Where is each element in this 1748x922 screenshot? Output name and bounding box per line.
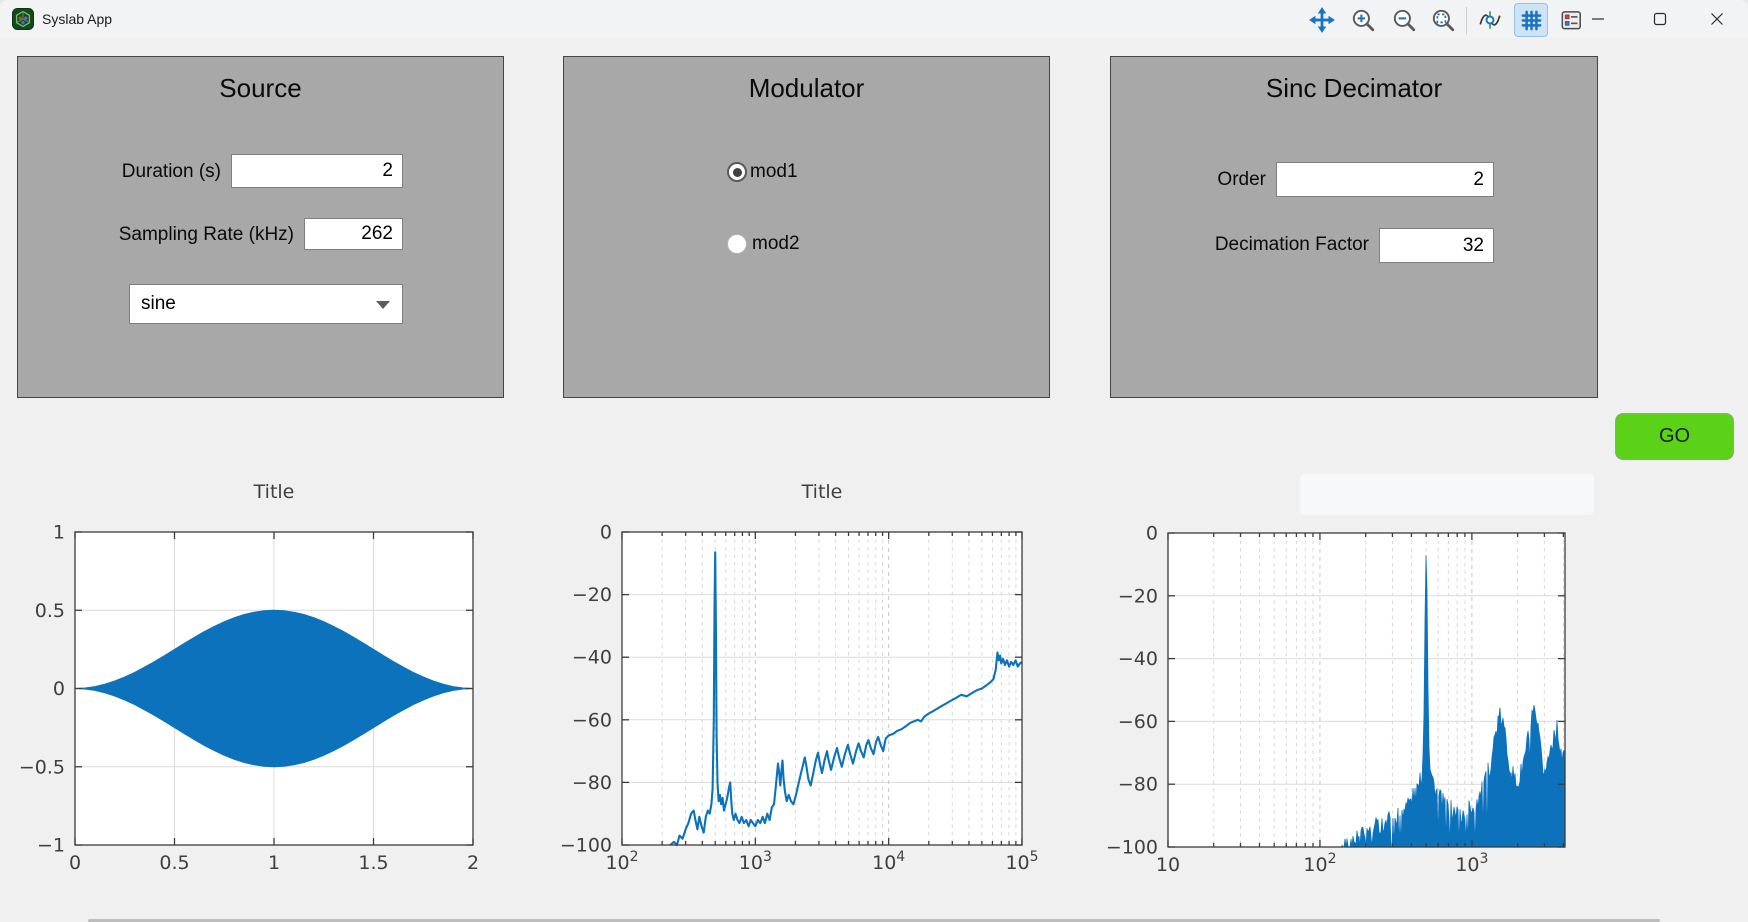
x-tick-label: 105 xyxy=(1005,849,1038,874)
modulator-panel: Modulator mod1 mod2 xyxy=(563,56,1050,398)
axis-labels: 0 0.5 1 1.5 2 −1 −0.5 0 0.5 1 xyxy=(19,522,479,875)
y-tick-label: −20 xyxy=(1118,585,1158,607)
minimize-icon xyxy=(1592,18,1604,20)
title-bar: Syslab App xyxy=(0,0,1748,38)
y-tick-label: −40 xyxy=(572,647,612,669)
grid-icon xyxy=(1521,10,1542,31)
x-tick-label: 1.5 xyxy=(358,852,388,874)
zoom-out-icon xyxy=(1393,9,1416,32)
y-tick-label: 0 xyxy=(53,678,65,700)
source-panel: Source Duration (s) Sampling Rate (kHz) … xyxy=(17,56,504,398)
close-button[interactable] xyxy=(1690,0,1744,38)
x-tick-label: 103 xyxy=(739,849,772,874)
y-tick-label: −60 xyxy=(1118,711,1158,733)
y-tick-label: −1 xyxy=(37,835,65,857)
spectrum-line xyxy=(669,551,1023,847)
decimation-factor-label: Decimation Factor xyxy=(1214,234,1369,255)
x-tick-label: 104 xyxy=(872,849,905,874)
mod2-radio[interactable] xyxy=(727,234,747,254)
maximize-button[interactable] xyxy=(1637,0,1683,38)
order-label: Order xyxy=(1217,169,1266,190)
y-tick-label: 0.5 xyxy=(35,600,65,622)
y-tick-label: −100 xyxy=(560,835,612,857)
duration-label: Duration (s) xyxy=(121,161,221,182)
x-tick-label: 0 xyxy=(69,852,81,874)
chevron-down-icon xyxy=(376,301,390,309)
waveform-select[interactable]: sine xyxy=(129,284,403,324)
legend-button[interactable] xyxy=(1554,3,1588,37)
x-tick-label: 1 xyxy=(268,852,280,874)
x-tick-label: 102 xyxy=(1303,851,1336,876)
x-tick-label: 2 xyxy=(467,852,479,874)
plot-toolbar xyxy=(1300,474,1594,515)
plot-grid xyxy=(622,532,1022,845)
y-tick-label: 1 xyxy=(53,522,65,544)
window-bottom-edge xyxy=(88,919,1660,922)
mod2-radio-label: mod2 xyxy=(752,233,800,254)
go-button[interactable]: GO xyxy=(1615,413,1734,460)
toolbar-separator xyxy=(1466,7,1467,34)
window-title: Syslab App xyxy=(42,11,113,27)
order-input[interactable] xyxy=(1276,162,1494,197)
y-tick-label: −100 xyxy=(1106,837,1158,859)
y-tick-label: −80 xyxy=(1118,774,1158,796)
x-tick-label: 103 xyxy=(1455,851,1488,876)
plot-bg xyxy=(622,532,1022,845)
y-tick-label: −20 xyxy=(572,584,612,606)
axes-box xyxy=(621,531,1023,846)
minimize-button[interactable] xyxy=(1575,0,1621,38)
pan-icon xyxy=(1309,7,1335,33)
mod1-radio[interactable] xyxy=(727,162,747,182)
plot-decimator-spectrum: 10 102 103 0 −20 −40 −60 −80 −100 xyxy=(1106,523,1566,876)
maximize-icon xyxy=(1653,12,1667,26)
y-tick-label: 0 xyxy=(1146,523,1158,545)
y-tick-label: −60 xyxy=(572,709,612,731)
y-tick-label: −80 xyxy=(572,772,612,794)
y-tick-label: 0 xyxy=(600,522,612,544)
axis-ticks xyxy=(74,531,474,846)
zoom-in-button[interactable] xyxy=(1346,3,1380,37)
plot-time-domain: 0 0.5 1 1.5 2 −1 −0.5 0 0.5 1 xyxy=(19,522,479,875)
decimator-panel-title: Sinc Decimator xyxy=(1265,73,1443,103)
zoom-in-icon xyxy=(1352,9,1375,32)
data-cursor-icon xyxy=(1479,11,1501,29)
app-logo-icon xyxy=(12,8,34,30)
zoom-fit-button[interactable] xyxy=(1426,3,1460,37)
source-panel-title: Source xyxy=(219,73,302,103)
grid-toggle-button[interactable] xyxy=(1514,3,1548,37)
decimator-panel: Sinc Decimator Order Decimation Factor xyxy=(1110,56,1598,398)
waveform-select-value: sine xyxy=(141,293,176,314)
spectrum-area xyxy=(1341,555,1566,848)
axes-box xyxy=(1167,532,1566,848)
time-plot-title: Title xyxy=(253,481,295,503)
data-cursor-button[interactable] xyxy=(1473,3,1507,37)
axis-ticks xyxy=(621,531,1023,846)
mod1-radio-label: mod1 xyxy=(750,161,798,182)
duration-input[interactable] xyxy=(231,154,403,188)
pan-button[interactable] xyxy=(1305,3,1339,37)
modulator-spectrum-title: Title xyxy=(801,481,843,503)
decimation-factor-input[interactable] xyxy=(1379,228,1494,263)
zoom-fit-icon xyxy=(1432,9,1455,32)
y-tick-label: −0.5 xyxy=(19,756,65,778)
close-icon xyxy=(1711,13,1723,25)
sampling-rate-input[interactable] xyxy=(304,218,403,250)
legend-icon xyxy=(1561,11,1581,30)
axis-ticks xyxy=(1167,532,1565,848)
sampling-rate-label: Sampling Rate (kHz) xyxy=(118,224,294,245)
x-tick-label: 0.5 xyxy=(159,852,189,874)
modulator-panel-title: Modulator xyxy=(748,73,865,103)
y-tick-label: −40 xyxy=(1118,648,1158,670)
zoom-out-button[interactable] xyxy=(1387,3,1421,37)
x-tick-label: 10 xyxy=(1156,854,1180,876)
